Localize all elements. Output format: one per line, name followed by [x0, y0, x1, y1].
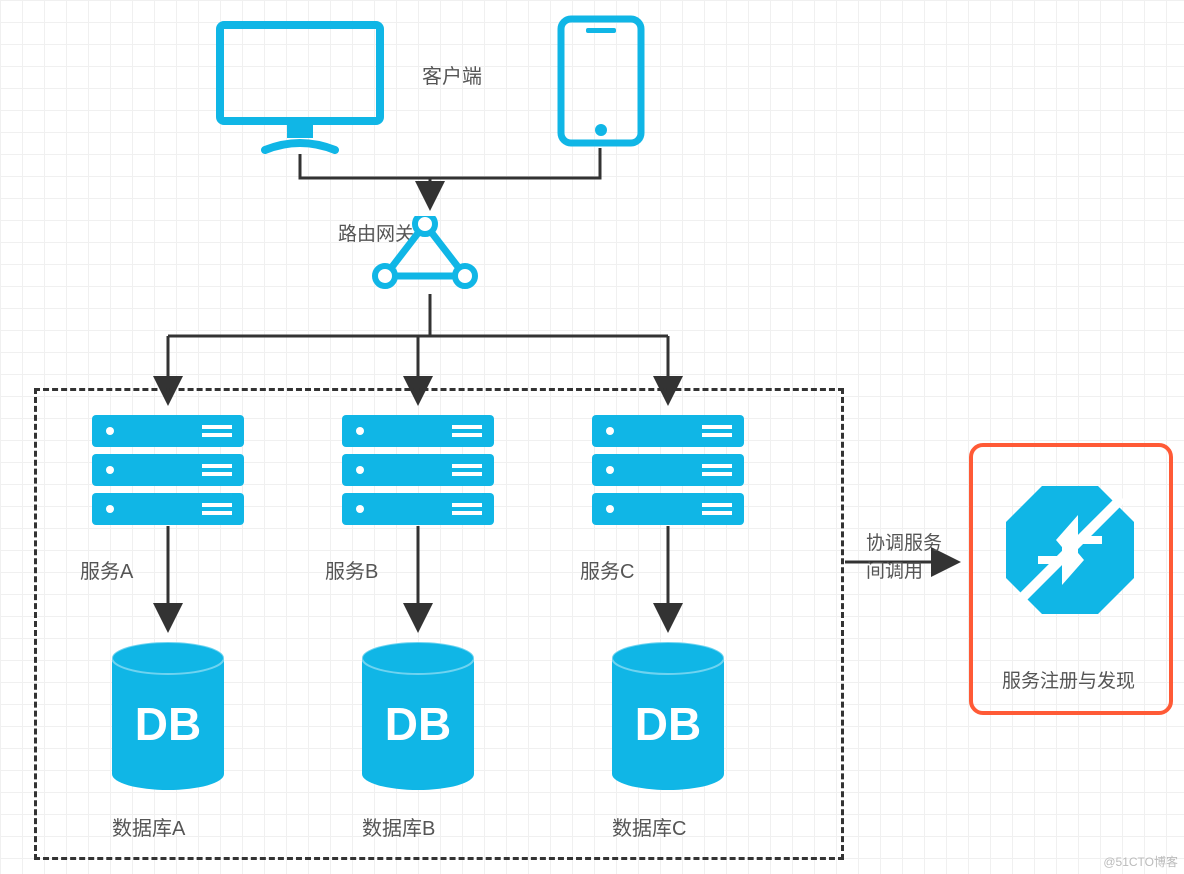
monitor-icon — [215, 20, 385, 154]
server-b-icon — [342, 415, 494, 525]
gateway-icon — [370, 216, 480, 294]
registry-label: 服务注册与发现 — [1002, 666, 1135, 693]
server-c-icon — [592, 415, 744, 525]
db-a-label: 数据库A — [112, 812, 185, 841]
watermark-text: @51CTO博客 — [1103, 853, 1178, 870]
phone-icon — [556, 14, 646, 148]
service-a-label: 服务A — [80, 555, 133, 584]
db-b-label: 数据库B — [362, 812, 435, 841]
database-b-icon: DB — [360, 640, 476, 792]
database-a-icon: DB — [110, 640, 226, 792]
database-c-icon: DB — [610, 640, 726, 792]
service-c-label: 服务C — [580, 555, 634, 584]
db-c-label: 数据库C — [612, 812, 686, 841]
registry-icon — [1000, 480, 1140, 620]
server-a-icon — [92, 415, 244, 525]
coord-label-line1: 协调服务 — [866, 528, 942, 555]
client-label: 客户端 — [422, 60, 482, 89]
db-text: DB — [635, 698, 701, 750]
db-text: DB — [385, 698, 451, 750]
db-text: DB — [135, 698, 201, 750]
coord-label-line2: 间调用 — [866, 556, 923, 583]
service-b-label: 服务B — [325, 555, 378, 584]
